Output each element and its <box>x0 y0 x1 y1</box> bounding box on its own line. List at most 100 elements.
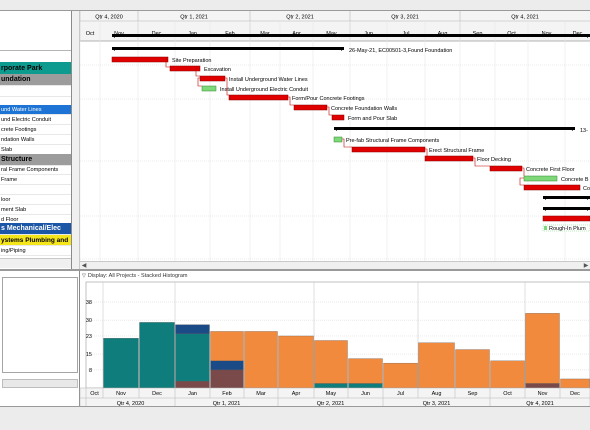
activity-row[interactable]: Frame <box>0 175 71 185</box>
histogram-bar-segment[interactable] <box>103 338 139 389</box>
activity-group-row[interactable]: ystems Plumbing and <box>0 235 71 246</box>
histogram-month-label: Nov <box>116 391 126 397</box>
histogram-bar-segment[interactable] <box>210 331 244 362</box>
gantt-horizontal-scrollbar[interactable]: ◀ ▶ <box>80 261 590 269</box>
histogram-bar-segment[interactable] <box>490 360 525 389</box>
plumbing-summary-bar[interactable] <box>543 207 590 210</box>
activity-row[interactable]: ment Slab <box>0 205 71 215</box>
foundation-summary-bar-start-cap <box>112 47 117 51</box>
task-second-floor[interactable] <box>523 184 581 191</box>
histogram-quarter-label: Qtr 1, 2021 <box>213 401 241 407</box>
task-label-footings: Form/Pour Concrete Footings <box>292 96 365 102</box>
quarter-label: Qtr 4, 2021 <box>511 15 539 21</box>
histogram-quarter-label: Qtr 2, 2021 <box>317 401 345 407</box>
link-10 <box>522 167 525 176</box>
task-plumbing-a[interactable] <box>542 215 590 222</box>
activity-horizontal-scrollbar[interactable] <box>0 258 71 268</box>
milestone-label: 26-May-21, EC00501-3,Found Foundation <box>349 48 452 54</box>
histogram-bar-segment[interactable] <box>525 313 560 384</box>
histogram-display-label[interactable]: ▽ Display: All Projects - Stacked Histogr… <box>82 272 188 281</box>
task-label-basement-slab: Concrete B <box>561 177 589 183</box>
scroll-right-arrow-icon[interactable]: ▶ <box>583 263 589 269</box>
activity-row[interactable]: crete Footings <box>0 125 71 135</box>
gantt-chart[interactable]: Qtr 4, 2020 Qtr 1, 2021 Qtr 2, 2021 Qtr 3, … <box>80 11 590 269</box>
resource-list-scrollbar[interactable] <box>2 379 78 388</box>
histogram-bar-segment[interactable] <box>383 362 418 389</box>
link-6 <box>327 106 332 116</box>
histogram-bar-segment[interactable] <box>418 342 455 389</box>
activity-group-row[interactable]: s Mechanical/Elec <box>0 223 71 235</box>
histogram-month-label: Oct <box>90 391 99 397</box>
histogram-bar-segment[interactable] <box>314 383 348 389</box>
activity-table[interactable]: rporate Park undation und Water Lines und E… <box>0 11 72 269</box>
histogram-y-tick: 23 <box>86 334 92 340</box>
structure-summary-bar-start-cap <box>334 127 339 131</box>
mechanical-summary-bar[interactable] <box>543 196 590 199</box>
task-first-floor[interactable] <box>489 165 523 172</box>
link-5 <box>288 96 294 106</box>
task-erect-frame[interactable] <box>351 146 426 153</box>
scroll-left-arrow-icon[interactable]: ◀ <box>81 263 87 269</box>
histogram-bar-segment[interactable] <box>175 324 210 334</box>
activity-group-row[interactable]: undation <box>0 74 71 86</box>
histogram-bar-segment[interactable] <box>278 335 314 389</box>
structure-summary-bar[interactable] <box>334 127 575 130</box>
pane-splitter[interactable] <box>72 11 80 269</box>
activity-row[interactable]: und Water Lines <box>0 105 71 115</box>
project-summary-bar-start-cap <box>112 34 117 38</box>
task-electric-conduit[interactable] <box>201 85 217 92</box>
histogram-bar-segment[interactable] <box>210 369 244 389</box>
activity-row[interactable] <box>0 87 71 97</box>
activity-group-row[interactable]: Structure <box>0 154 71 166</box>
task-footings[interactable] <box>228 94 289 101</box>
histogram-bar-segment[interactable] <box>139 322 175 389</box>
histogram-bar-segment[interactable] <box>210 360 244 371</box>
resource-list-box[interactable] <box>2 277 78 373</box>
task-basement-slab[interactable] <box>523 175 558 182</box>
activity-row[interactable]: ral Frame Components <box>0 165 71 175</box>
histogram-bar-segment[interactable] <box>175 333 210 382</box>
histogram-bar-segment[interactable] <box>348 358 383 384</box>
task-site-preparation[interactable] <box>111 56 169 63</box>
foundation-summary-bar[interactable] <box>112 47 344 50</box>
activity-row[interactable]: und Electric Conduit <box>0 115 71 125</box>
activity-table-header <box>0 11 71 51</box>
histogram-bar-segment[interactable] <box>525 383 560 389</box>
task-slab[interactable] <box>331 114 345 121</box>
activity-row[interactable]: ing/Piping <box>0 246 71 256</box>
gantt-canvas[interactable]: Qtr 4, 2020 Qtr 1, 2021 Qtr 2, 2021 Qtr 3, … <box>80 11 590 269</box>
dropdown-triangle-icon[interactable]: ▽ <box>82 273 86 279</box>
task-label-erect-frame: Erect Structural Frame <box>429 148 484 154</box>
histogram-month-label: Nov <box>538 391 548 397</box>
link-4 <box>225 77 229 96</box>
task-label-excavation: Excavation <box>204 67 231 73</box>
histogram-month-label: Sep <box>468 391 478 397</box>
task-prefab[interactable] <box>333 136 343 143</box>
activity-row[interactable]: ndation Walls <box>0 135 71 145</box>
histogram-month-label: Feb <box>222 391 231 397</box>
activity-row[interactable] <box>0 185 71 195</box>
task-foundation-walls[interactable] <box>293 104 328 111</box>
task-excavation[interactable] <box>169 65 201 72</box>
structure-summary-bar-end-cap <box>570 127 575 131</box>
link-2 <box>195 67 200 77</box>
task-floor-decking[interactable] <box>424 155 474 162</box>
histogram-quarter-label: Qtr 4, 2021 <box>526 401 554 407</box>
task-water-lines[interactable] <box>199 75 226 82</box>
task-label-site-preparation: Site Preparation <box>172 58 211 64</box>
project-summary-bar[interactable] <box>112 34 590 37</box>
histogram-y-tick: 38 <box>86 300 92 306</box>
histogram-bar-segment[interactable] <box>560 378 590 389</box>
histogram-bar-segment[interactable] <box>455 349 490 389</box>
month-label: Oct <box>86 31 95 37</box>
activity-row[interactable]: loor <box>0 195 71 205</box>
link-3 <box>197 77 202 87</box>
task-roughin-outline[interactable] <box>542 224 590 232</box>
histogram-quarter-label: Qtr 4, 2020 <box>117 401 145 407</box>
histogram-bar-segment[interactable] <box>314 340 348 384</box>
histogram-bar-segment[interactable] <box>348 383 383 389</box>
histogram-bar-segment[interactable] <box>244 331 278 389</box>
task-label-first-floor: Concrete First Floor <box>526 167 575 173</box>
histogram-bar-segment[interactable] <box>175 381 210 389</box>
histogram-month-label: Dec <box>570 391 580 397</box>
